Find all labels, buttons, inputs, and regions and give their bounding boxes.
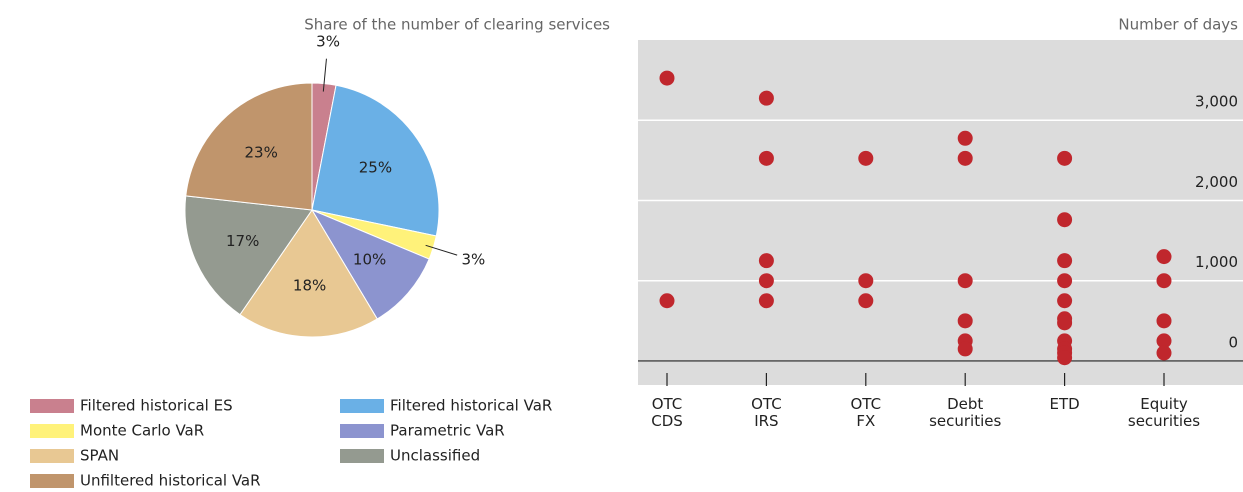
x-tick-label: OTC IRS: [751, 395, 782, 430]
x-tick-label-line: OTC: [751, 395, 782, 413]
legend-label: Filtered historical ES: [80, 397, 233, 415]
legend-swatch: [340, 424, 384, 438]
dot: [1156, 313, 1172, 329]
x-tick-label: Equity securities: [1128, 395, 1200, 430]
x-tick-label-line: Debt: [947, 395, 983, 413]
dot: [659, 293, 675, 309]
y-axis-label: Number of days: [1118, 16, 1238, 34]
dot: [1156, 249, 1172, 265]
legend-swatch: [30, 399, 74, 413]
pie-slice: [310, 208, 430, 320]
dot: [1057, 315, 1073, 331]
legend-swatch: [30, 424, 74, 438]
y-tick-label: 1,000: [1195, 253, 1238, 271]
legend-swatch: [340, 449, 384, 463]
dot: [957, 150, 973, 166]
pie-slice: [185, 82, 313, 211]
x-tick-label-line: securities: [929, 412, 1001, 430]
x-tick-label: ETD: [1049, 395, 1079, 413]
x-tick-label-line: FX: [856, 412, 875, 430]
legend-label: Filtered historical VaR: [390, 397, 552, 415]
slice-label: 17%: [226, 232, 259, 250]
dot: [957, 273, 973, 289]
dot: [1057, 293, 1073, 309]
dot: [1057, 212, 1073, 228]
y-tick-label: 0: [1228, 333, 1238, 351]
dot: [858, 150, 874, 166]
x-tick-label-line: securities: [1128, 412, 1200, 430]
x-tick-label: OTC CDS: [651, 395, 683, 430]
slice-label: 25%: [359, 158, 392, 176]
x-tick-label-line: Equity: [1140, 395, 1188, 413]
dot: [1156, 345, 1172, 361]
dot: [1057, 350, 1073, 366]
leader-line: [425, 244, 458, 256]
dot: [758, 293, 774, 309]
x-tick-label-line: OTC: [652, 395, 683, 413]
dot: [758, 150, 774, 166]
dot: [957, 313, 973, 329]
dot: [758, 90, 774, 106]
dot: [957, 341, 973, 357]
legend-label: SPAN: [80, 447, 119, 465]
slice-label: 18%: [293, 277, 326, 295]
pie-slice: [239, 209, 378, 338]
x-tick-label: OTC FX: [851, 395, 882, 430]
y-tick-label: 2,000: [1195, 173, 1238, 191]
dot: [659, 70, 675, 86]
dot: [758, 253, 774, 269]
legend-label: Monte Carlo VaR: [80, 422, 204, 440]
y-tick-label: 3,000: [1195, 93, 1238, 111]
dot: [758, 273, 774, 289]
legend-label: Unfiltered historical VaR: [80, 472, 261, 490]
slice-label: 10%: [353, 250, 386, 268]
legend-label: Parametric VaR: [390, 422, 505, 440]
dot: [1057, 273, 1073, 289]
dot: [1057, 253, 1073, 269]
leader-line: [322, 58, 327, 92]
slice-label: 23%: [245, 144, 278, 162]
pie-subtitle: Share of the number of clearing services: [304, 16, 610, 34]
x-tick-label-line: ETD: [1049, 395, 1079, 413]
legend-swatch: [30, 474, 74, 488]
slice-label: 3%: [461, 251, 485, 269]
plot-area: [638, 40, 1243, 385]
x-tick-label-line: IRS: [754, 412, 778, 430]
x-tick-label-line: CDS: [651, 412, 683, 430]
dot: [858, 293, 874, 309]
legend-label: Unclassified: [390, 447, 480, 465]
x-tick-label-line: OTC: [851, 395, 882, 413]
dot: [957, 130, 973, 146]
legend-swatch: [340, 399, 384, 413]
legend-swatch: [30, 449, 74, 463]
dot: [1156, 273, 1172, 289]
pie-slice: [184, 195, 313, 316]
pie-slice: [311, 84, 440, 237]
dot: [1156, 333, 1172, 349]
slice-label: 3%: [316, 32, 340, 50]
x-tick-label: Debt securities: [929, 395, 1001, 430]
dot: [1057, 150, 1073, 166]
dot: [858, 273, 874, 289]
